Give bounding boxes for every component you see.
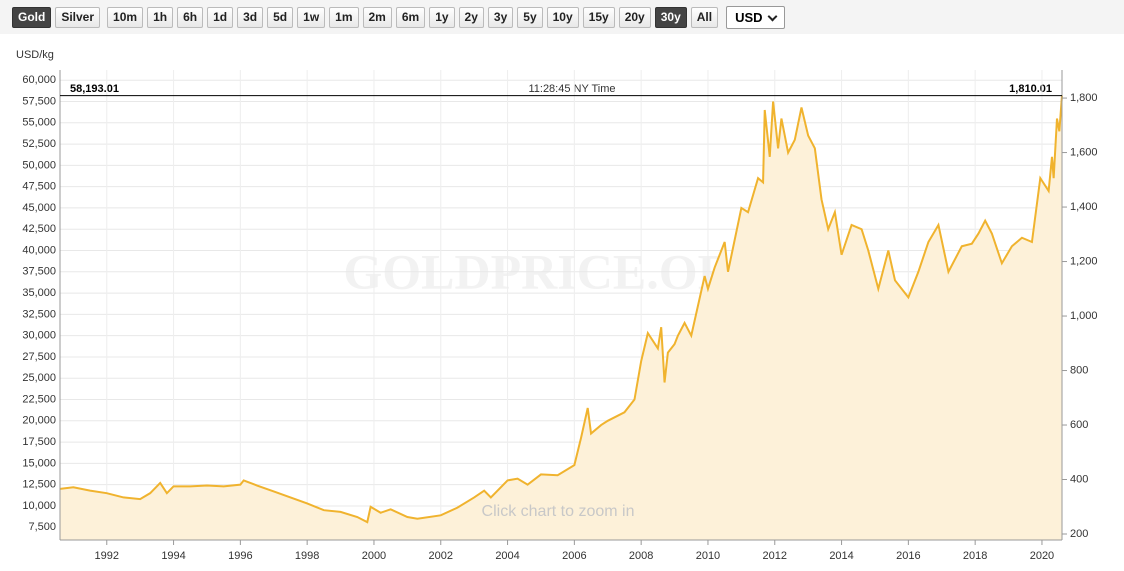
y-tick-label: 22,500 xyxy=(22,393,56,405)
x-tick-label: 2006 xyxy=(562,550,586,562)
y-tick-label: 45,000 xyxy=(22,202,56,214)
x-tick-label: 2018 xyxy=(963,550,987,562)
x-tick-label: 2014 xyxy=(829,550,853,562)
y-tick-label: 60,000 xyxy=(22,74,56,86)
x-tick-label: 2020 xyxy=(1030,550,1054,562)
y-tick-label: 57,500 xyxy=(22,95,56,107)
crosshair-value: 58,193.01 xyxy=(70,83,119,95)
range-button[interactable]: 1y xyxy=(429,6,455,28)
range-button[interactable]: 6m xyxy=(395,6,426,28)
y-tick-label: 10,000 xyxy=(22,500,56,512)
y2-tick-label: 200 xyxy=(1070,528,1088,540)
x-tick-label: 2000 xyxy=(362,550,386,562)
y2-tick-label: 400 xyxy=(1070,473,1088,485)
y2-tick-label: 800 xyxy=(1070,364,1088,376)
crosshair-time: 11:28:45 NY Time xyxy=(528,83,615,95)
x-tick-label: 2010 xyxy=(696,550,720,562)
y2-tick-label: 1,200 xyxy=(1070,255,1098,267)
range-button[interactable]: 30y xyxy=(654,6,687,28)
x-tick-label: 2002 xyxy=(429,550,453,562)
y-axis-label: USD/kg xyxy=(16,49,54,61)
y-tick-label: 35,000 xyxy=(22,287,56,299)
y-tick-label: 42,500 xyxy=(22,223,56,235)
range-button[interactable]: 5y xyxy=(517,6,543,28)
y-tick-label: 27,500 xyxy=(22,351,56,363)
y2-tick-label: 1,600 xyxy=(1070,146,1098,158)
x-tick-label: 2008 xyxy=(629,550,653,562)
x-tick-label: 1996 xyxy=(228,550,252,562)
x-tick-label: 1992 xyxy=(95,550,119,562)
range-button[interactable]: Gold xyxy=(12,6,52,28)
crosshair-value-y2: 1,810.01 xyxy=(1009,83,1052,95)
y-tick-label: 7,500 xyxy=(28,521,56,533)
range-button[interactable]: 1m xyxy=(329,6,359,28)
range-button[interactable]: 6h xyxy=(177,6,204,28)
x-tick-label: 2012 xyxy=(763,550,787,562)
y-tick-label: 50,000 xyxy=(22,159,56,171)
y2-tick-label: 1,000 xyxy=(1070,310,1098,322)
y-tick-label: 12,500 xyxy=(22,479,56,491)
range-button[interactable]: 1d xyxy=(207,6,234,28)
area xyxy=(60,95,1062,540)
y-tick-label: 52,500 xyxy=(22,138,56,150)
range-button[interactable]: Silver xyxy=(55,6,101,28)
toolbar: Gold Silver 10m 1h 6h 1d 3d 5d 1w 1m 2m 6m 1y 2y 3y 5y 1… xyxy=(0,0,1124,34)
y-tick-label: 55,000 xyxy=(22,117,56,129)
x-tick-label: 2004 xyxy=(495,550,519,562)
range-button[interactable]: 10y xyxy=(546,6,579,28)
x-tick-label: 1998 xyxy=(295,550,319,562)
range-button[interactable]: 5d xyxy=(267,6,294,28)
y-tick-label: 32,500 xyxy=(22,308,56,320)
y-tick-label: 15,000 xyxy=(22,457,56,469)
y2-tick-label: 1,800 xyxy=(1070,92,1098,104)
range-button[interactable]: 1h xyxy=(147,6,174,28)
y2-tick-label: 1,400 xyxy=(1070,201,1098,213)
range-button[interactable]: 10m xyxy=(107,6,144,28)
range-button[interactable]: 1w xyxy=(297,6,326,28)
x-tick-label: 2016 xyxy=(896,550,920,562)
y-tick-label: 37,500 xyxy=(22,266,56,278)
range-button[interactable]: 15y xyxy=(582,6,615,28)
range-button[interactable]: 2m xyxy=(362,6,392,28)
range-button[interactable]: 20y xyxy=(618,6,651,28)
y-tick-label: 20,000 xyxy=(22,415,56,427)
range-button[interactable]: 3y xyxy=(487,6,514,28)
y-tick-label: 40,000 xyxy=(22,244,56,256)
y-tick-label: 25,000 xyxy=(22,372,56,384)
currency-select[interactable]: USD xyxy=(726,5,786,29)
y-tick-label: 17,500 xyxy=(22,436,56,448)
line xyxy=(59,95,1063,524)
y-tick-label: 30,000 xyxy=(22,330,56,342)
range-button[interactable]: 3d xyxy=(237,6,264,28)
x-tick-label: 1994 xyxy=(161,550,185,562)
y-tick-label: 47,500 xyxy=(22,181,56,193)
range-button[interactable]: 2y xyxy=(458,6,484,28)
range-button[interactable]: All xyxy=(690,6,719,28)
marks xyxy=(59,95,1063,540)
y2-tick-label: 600 xyxy=(1070,419,1088,431)
zoom-hint: Click chart to zoom in xyxy=(482,503,635,520)
